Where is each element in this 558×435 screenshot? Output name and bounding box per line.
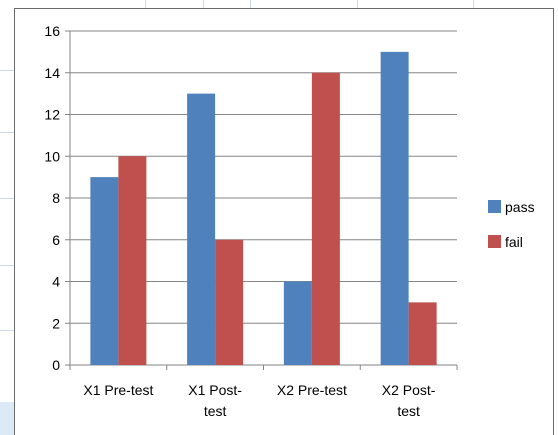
- row-gridline: [0, 265, 14, 266]
- legend-swatch-fail: [488, 235, 501, 248]
- column-gridline: [473, 0, 474, 14]
- y-tick-label: 14: [44, 65, 60, 81]
- y-tick-label: 2: [52, 315, 60, 331]
- y-tick-label: 4: [52, 274, 60, 290]
- bar-fail: [408, 302, 437, 365]
- x-tick-label: test: [397, 403, 420, 419]
- bar-fail: [311, 72, 340, 365]
- row-gridline: [0, 330, 14, 331]
- x-tick-label: X1 Post-: [188, 382, 242, 398]
- row-gridline: [0, 132, 14, 133]
- bar-fail: [215, 239, 244, 365]
- y-tick-label: 12: [44, 107, 60, 123]
- bar-pass: [283, 281, 312, 365]
- x-tick-label: X2 Pre-test: [277, 382, 347, 398]
- selected-cell-highlight: [0, 402, 14, 435]
- column-gridline: [357, 0, 358, 14]
- x-tick-label: X1 Pre-test: [83, 382, 153, 398]
- legend-swatch-pass: [488, 200, 501, 213]
- legend-label-pass: pass: [505, 199, 535, 215]
- x-tick-label: test: [204, 403, 227, 419]
- y-tick-label: 6: [52, 232, 60, 248]
- row-gridline: [0, 70, 14, 71]
- column-gridline: [145, 0, 146, 14]
- legend-label-fail: fail: [505, 234, 523, 250]
- y-tick-label: 10: [44, 148, 60, 164]
- bar-fail: [118, 156, 147, 365]
- y-tick-label: 16: [44, 23, 60, 39]
- x-tick-label: X2 Post-: [382, 382, 436, 398]
- row-gridline: [0, 198, 14, 199]
- bar-pass: [187, 93, 216, 365]
- y-tick-label: 0: [52, 357, 60, 373]
- bar-pass: [90, 177, 119, 365]
- column-gridline: [250, 0, 251, 14]
- bar-pass: [380, 51, 409, 365]
- column-gridline: [203, 0, 204, 14]
- y-tick-label: 8: [52, 190, 60, 206]
